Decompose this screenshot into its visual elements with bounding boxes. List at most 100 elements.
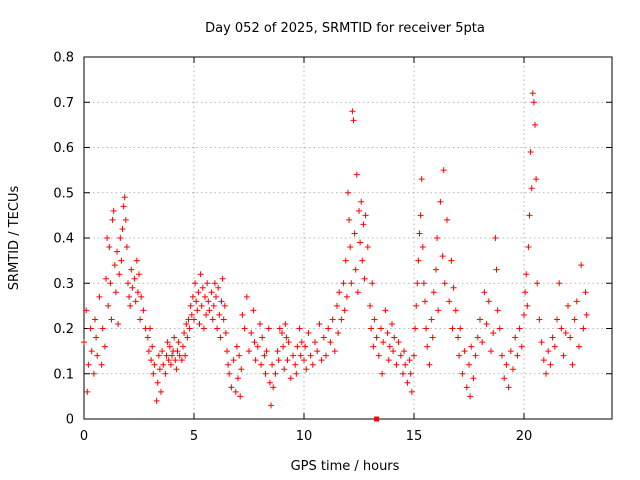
data-point xyxy=(197,271,204,278)
data-point xyxy=(119,225,126,232)
data-point xyxy=(210,302,217,309)
data-point xyxy=(301,357,307,364)
data-point xyxy=(280,343,287,350)
data-point xyxy=(543,370,549,377)
y-tick-label: 0 xyxy=(66,413,74,428)
data-point xyxy=(178,357,185,364)
data-point xyxy=(246,348,252,355)
data-point xyxy=(156,366,163,373)
data-point xyxy=(350,117,357,124)
data-point xyxy=(346,216,353,223)
data-point xyxy=(375,352,382,359)
data-point xyxy=(218,298,225,305)
data-point xyxy=(172,357,179,364)
data-point xyxy=(140,307,147,314)
data-point xyxy=(259,334,266,341)
data-point xyxy=(188,311,195,318)
data-point xyxy=(252,357,259,364)
data-point xyxy=(320,334,327,341)
data-point xyxy=(282,320,289,327)
data-point xyxy=(149,343,156,350)
data-point xyxy=(173,366,180,373)
data-point xyxy=(237,393,244,400)
data-point xyxy=(420,280,427,287)
data-point xyxy=(153,397,160,404)
data-point xyxy=(208,289,215,296)
data-point xyxy=(108,316,115,323)
y-tick-label: 0.7 xyxy=(53,96,74,111)
y-tick-label: 0.8 xyxy=(53,51,74,66)
y-tick-label: 0.1 xyxy=(53,367,74,382)
data-point xyxy=(389,320,395,327)
x-tick-label: 10 xyxy=(296,429,313,444)
data-point xyxy=(567,334,574,341)
x-tick-label: 15 xyxy=(406,429,423,444)
data-point xyxy=(461,348,468,355)
data-point xyxy=(270,384,277,391)
data-point xyxy=(422,298,428,305)
data-point xyxy=(407,370,414,377)
data-point xyxy=(456,352,463,359)
data-point xyxy=(211,280,218,287)
data-point xyxy=(302,343,309,350)
data-point xyxy=(404,379,411,386)
data-point xyxy=(529,90,536,97)
data-point xyxy=(230,357,237,364)
data-point xyxy=(477,316,483,323)
data-point xyxy=(527,149,534,156)
data-point xyxy=(285,339,292,346)
data-point xyxy=(430,289,437,296)
data-point xyxy=(203,311,210,318)
data-point xyxy=(276,325,283,332)
data-point xyxy=(361,275,368,282)
data-point xyxy=(343,293,350,300)
data-point xyxy=(481,289,488,296)
data-point xyxy=(250,307,257,314)
data-point xyxy=(538,339,545,346)
data-point xyxy=(265,325,272,332)
data-point xyxy=(367,302,373,309)
data-point xyxy=(551,343,558,350)
data-point xyxy=(196,320,203,327)
data-point xyxy=(109,216,116,223)
data-point xyxy=(205,298,212,305)
data-point xyxy=(474,334,481,341)
data-point xyxy=(325,325,332,332)
square-data-marker xyxy=(374,416,380,422)
data-point xyxy=(309,361,316,368)
data-point xyxy=(493,266,500,273)
data-point xyxy=(402,361,409,368)
data-point xyxy=(439,253,446,260)
data-point xyxy=(133,257,140,264)
data-point xyxy=(521,311,527,318)
data-point xyxy=(84,388,91,395)
data-point xyxy=(578,262,585,269)
data-point xyxy=(417,212,424,219)
data-point xyxy=(192,280,199,287)
data-point xyxy=(384,330,391,337)
data-point xyxy=(483,320,490,327)
data-point xyxy=(522,289,529,296)
data-point xyxy=(94,352,101,359)
data-point xyxy=(199,284,206,291)
data-point xyxy=(266,379,273,386)
data-point xyxy=(380,339,387,346)
data-point xyxy=(275,357,282,364)
data-point xyxy=(184,334,191,341)
data-point xyxy=(479,339,486,346)
data-point xyxy=(467,393,474,400)
data-point xyxy=(400,370,406,377)
data-point xyxy=(426,361,433,368)
data-point xyxy=(353,171,360,178)
data-point xyxy=(547,361,554,368)
data-point xyxy=(390,348,397,355)
data-point xyxy=(258,361,265,368)
data-point xyxy=(176,352,183,359)
data-point xyxy=(297,352,304,359)
data-point xyxy=(416,230,423,237)
data-point xyxy=(385,357,392,364)
data-point xyxy=(582,289,589,296)
data-point xyxy=(99,325,106,332)
data-point xyxy=(216,311,223,318)
data-point xyxy=(164,339,171,346)
